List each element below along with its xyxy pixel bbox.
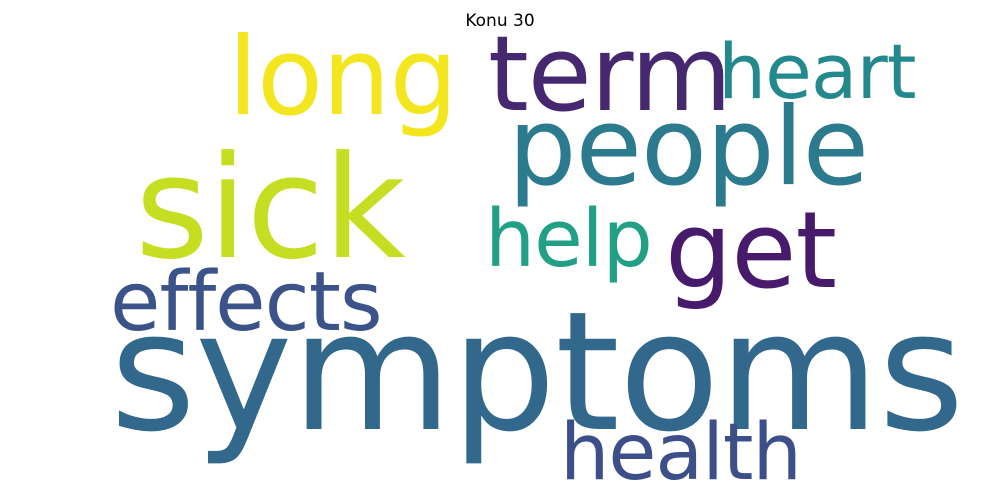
word-get: get <box>665 189 837 312</box>
word-effects: effects <box>110 255 383 350</box>
word-heart: heart <box>718 27 917 116</box>
word-long: long <box>228 15 458 140</box>
word-people: people <box>508 85 869 210</box>
word-symptoms: symptoms <box>110 276 964 468</box>
word-health: health <box>560 408 802 498</box>
chart-title: Konu 30 <box>465 11 535 31</box>
word-sick: sick <box>135 126 406 291</box>
word-help: help <box>485 193 653 285</box>
word-term: term <box>488 13 732 135</box>
